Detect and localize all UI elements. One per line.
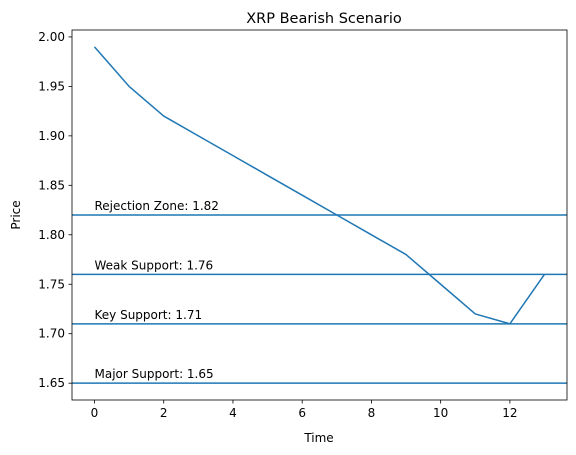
hline-label-1: Weak Support: 1.76 — [95, 258, 214, 272]
x-tick-label-1: 2 — [160, 406, 168, 420]
x-tick-label-5: 10 — [433, 406, 448, 420]
y-axis-ticks: 1.65 1.70 1.75 1.80 1.85 1.90 1.95 2.00 — [38, 30, 72, 390]
y-tick-label-2: 1.75 — [38, 277, 65, 291]
y-tick-label-6: 1.95 — [38, 79, 65, 93]
y-axis-label: Price — [9, 200, 23, 229]
plot-frame — [71, 29, 568, 401]
y-tick-label-3: 1.80 — [38, 228, 65, 242]
line-annotations: Rejection Zone: 1.82 Weak Support: 1.76 Ke… — [95, 199, 219, 381]
hline-label-3: Major Support: 1.65 — [95, 367, 214, 381]
chart-title: XRP Bearish Scenario — [246, 11, 402, 27]
price-series-line — [93, 46, 546, 325]
support-lines — [72, 214, 567, 384]
hline-label-2: Key Support: 1.71 — [95, 308, 203, 322]
x-axis-ticks: 0 2 4 6 8 10 12 — [91, 400, 518, 420]
x-tick-label-4: 8 — [368, 406, 376, 420]
x-axis-label: Time — [303, 431, 333, 445]
x-tick-label-6: 12 — [502, 406, 517, 420]
y-tick-label-7: 2.00 — [38, 30, 65, 44]
y-tick-label-5: 1.90 — [38, 129, 65, 143]
y-tick-label-1: 1.70 — [38, 327, 65, 341]
y-tick-label-0: 1.65 — [38, 376, 65, 390]
y-tick-label-4: 1.85 — [38, 178, 65, 192]
x-tick-label-2: 4 — [229, 406, 237, 420]
x-tick-label-0: 0 — [91, 406, 99, 420]
hline-label-0: Rejection Zone: 1.82 — [95, 199, 219, 213]
x-tick-label-3: 6 — [298, 406, 306, 420]
